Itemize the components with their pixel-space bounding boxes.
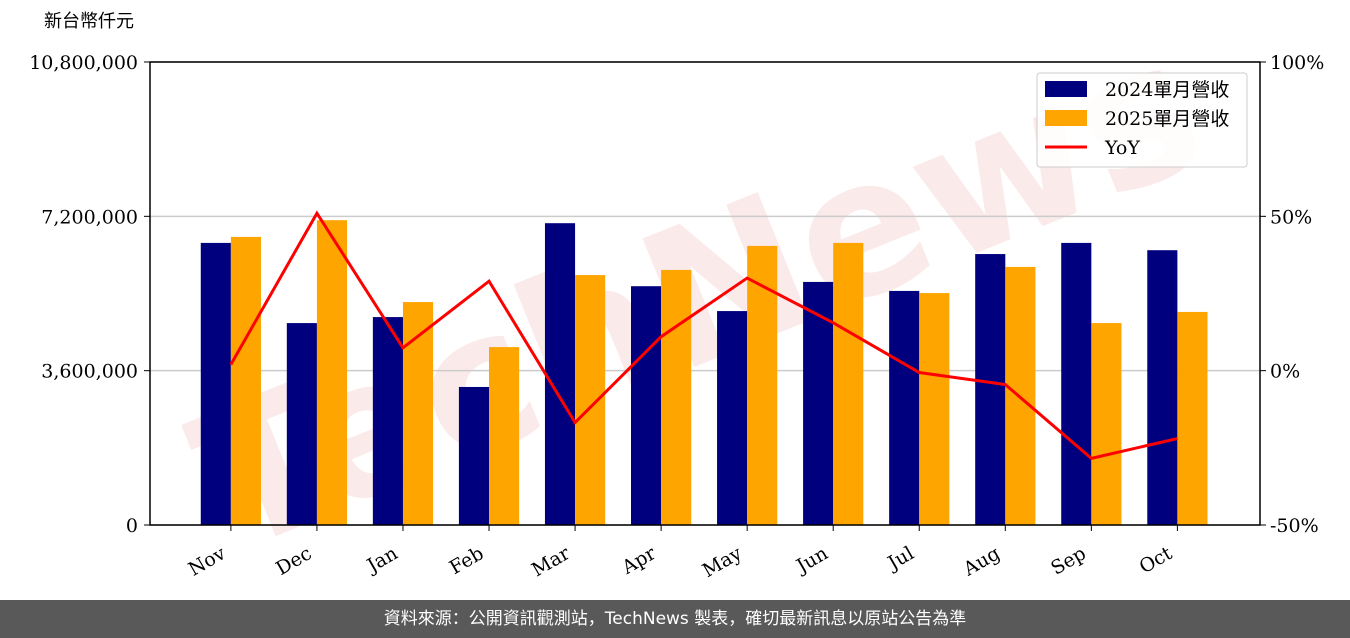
x-tick-label: May — [699, 542, 746, 582]
footer: 資料來源：公開資訊觀測站，TechNews 製表，確切最新訊息以原站公告為準 — [0, 600, 1350, 638]
x-tick-label: Feb — [446, 542, 488, 579]
bar — [316, 220, 348, 526]
bar — [489, 347, 520, 525]
x-tick-label: Sep — [1047, 542, 1090, 579]
bar — [975, 254, 1006, 525]
x-tick-label: Jan — [362, 542, 402, 578]
x-tick-label: Apr — [617, 542, 660, 579]
bar — [889, 290, 920, 525]
plot-frame — [149, 61, 1261, 526]
legend-label: 2025單月營收 — [1105, 108, 1229, 130]
bar — [717, 311, 748, 525]
y-tick-label: 7,200,000 — [41, 206, 138, 228]
legend-box — [1036, 72, 1248, 168]
x-tick-label: Mar — [528, 542, 574, 581]
x-tick-label: Jun — [791, 542, 832, 578]
bar — [747, 245, 778, 526]
bar — [833, 242, 864, 525]
x-tick-label: Jul — [883, 542, 918, 575]
x-tick-label: Oct — [1136, 542, 1177, 578]
bar — [1147, 250, 1178, 525]
bar — [230, 236, 261, 525]
y2-tick-label: 100% — [1270, 52, 1324, 74]
legend: 2024單月營收 2025單月營收 YoY — [1036, 72, 1248, 168]
bar — [372, 317, 403, 525]
chart: TechNews 新台幣仟元 03,600,0007,200,00010,800… — [29, 0, 1324, 595]
bar — [200, 242, 231, 525]
yoy-line — [229, 210, 1178, 460]
y-axis-label: 新台幣仟元 — [44, 11, 134, 32]
bar — [1061, 242, 1092, 525]
y-tick-label: 0 — [126, 515, 138, 537]
bar — [1177, 311, 1208, 525]
bar — [661, 269, 692, 525]
y2-tick-label: -50% — [1270, 515, 1319, 537]
bar — [458, 386, 490, 525]
legend-swatch — [1045, 81, 1087, 97]
y-tick-label: 10,800,000 — [29, 52, 138, 74]
y-tick-label: 3,600,000 — [41, 361, 138, 383]
bar — [1091, 323, 1122, 525]
bar — [402, 302, 434, 525]
legend-swatch — [1045, 110, 1087, 126]
x-tick-label: Nov — [185, 542, 230, 581]
bar — [631, 286, 662, 525]
y2-tick-label: 50% — [1270, 206, 1312, 228]
bar — [286, 323, 317, 525]
x-tick-label: Aug — [959, 542, 1004, 581]
bar — [803, 281, 834, 525]
y2-tick-label: 0% — [1270, 361, 1300, 383]
legend-label: YoY — [1104, 137, 1140, 159]
bar — [544, 223, 576, 525]
bar — [575, 275, 606, 525]
bar — [919, 293, 950, 525]
legend-label: 2024單月營收 — [1105, 79, 1229, 101]
